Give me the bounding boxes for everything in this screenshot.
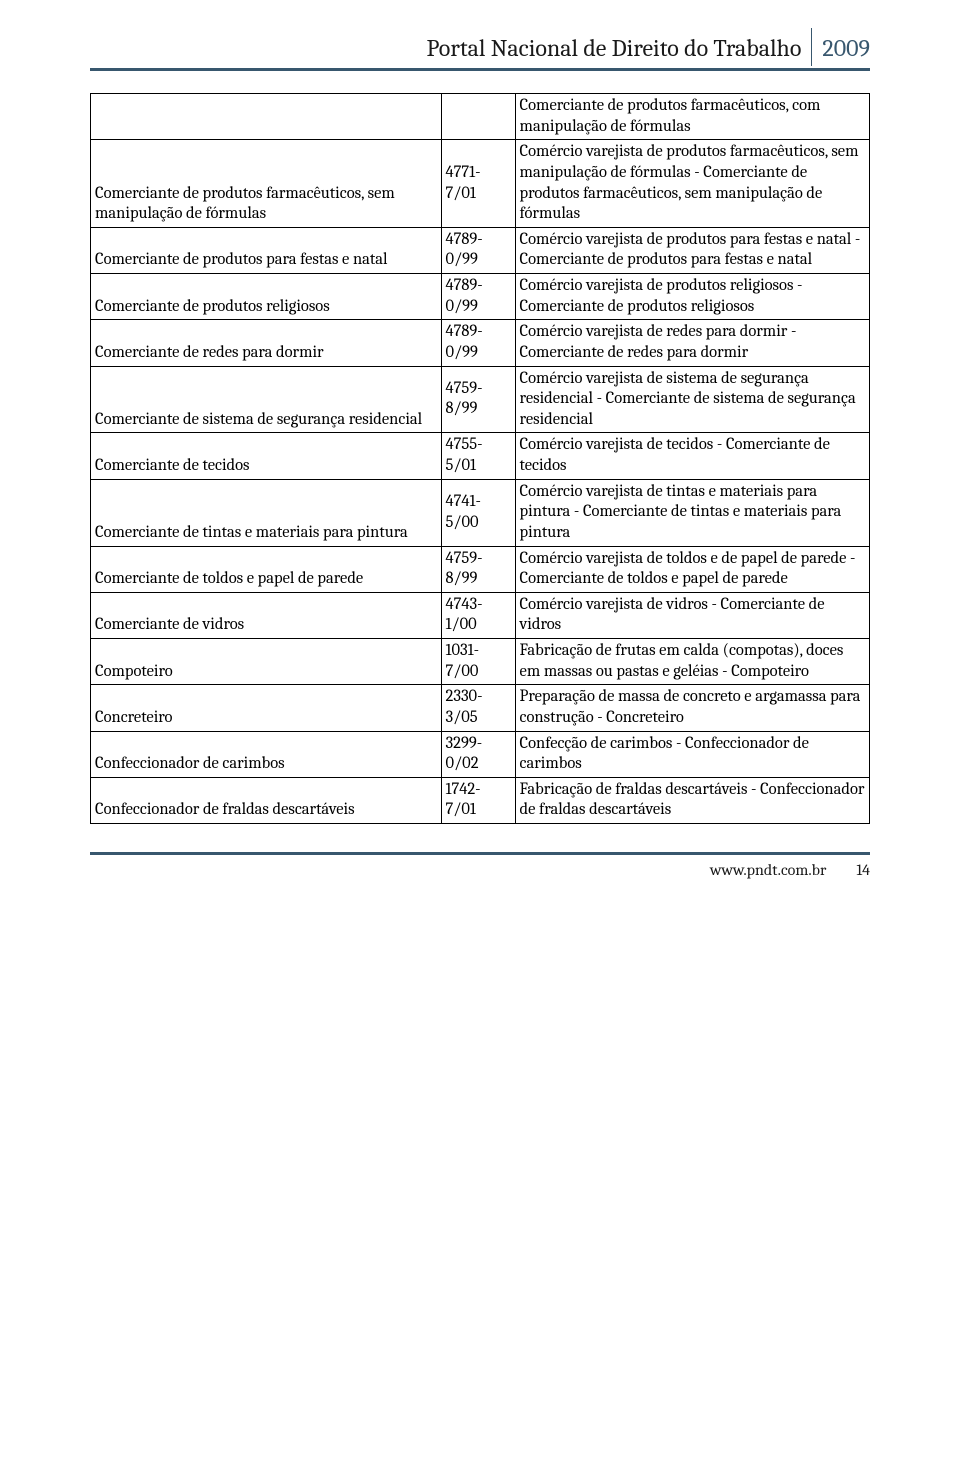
table-row: Comerciante de vidros4743-1/00Comércio v…	[91, 592, 870, 638]
table-row: Comerciante de sistema de segurança resi…	[91, 366, 870, 433]
header-title: Portal Nacional de Direito do Trabalho	[426, 28, 812, 66]
activity-name-cell: Comerciante de vidros	[91, 592, 442, 638]
activities-table: Comerciante de produtos farmacêuticos, c…	[90, 93, 870, 824]
table-row: Confeccionador de fraldas descartáveis17…	[91, 777, 870, 823]
activity-name-cell: Comerciante de tecidos	[91, 433, 442, 479]
description-cell: Fabricação de frutas em calda (compotas)…	[515, 639, 869, 685]
activity-name-cell: Confeccionador de carimbos	[91, 731, 442, 777]
activity-name-cell	[91, 94, 442, 140]
activity-name-cell: Comerciante de produtos religiosos	[91, 274, 442, 320]
description-cell: Comércio varejista de produtos farmacêut…	[515, 140, 869, 228]
table-row: Comerciante de redes para dormir4789-0/9…	[91, 320, 870, 366]
table-row: Comerciante de tintas e materiais para p…	[91, 479, 870, 546]
activity-name-cell: Comerciante de tintas e materiais para p…	[91, 479, 442, 546]
cnae-code-cell: 3299-0/02	[441, 731, 515, 777]
description-cell: Comércio varejista de sistema de seguran…	[515, 366, 869, 433]
description-cell: Comércio varejista de produtos para fest…	[515, 227, 869, 273]
table-row: Confeccionador de carimbos3299-0/02Confe…	[91, 731, 870, 777]
cnae-code-cell: 2330-3/05	[441, 685, 515, 731]
cnae-code-cell	[441, 94, 515, 140]
table-row: Comerciante de produtos farmacêuticos, c…	[91, 94, 870, 140]
activity-name-cell: Comerciante de redes para dormir	[91, 320, 442, 366]
table-row: Comerciante de produtos farmacêuticos, s…	[91, 140, 870, 228]
cnae-code-cell: 1742-7/01	[441, 777, 515, 823]
footer-url: www.pndt.com.br	[710, 861, 826, 879]
cnae-code-cell: 4741-5/00	[441, 479, 515, 546]
table-row: Compoteiro1031-7/00Fabricação de frutas …	[91, 639, 870, 685]
activity-name-cell: Concreteiro	[91, 685, 442, 731]
activity-name-cell: Comerciante de produtos farmacêuticos, s…	[91, 140, 442, 228]
cnae-code-cell: 1031-7/00	[441, 639, 515, 685]
page-header: Portal Nacional de Direito do Trabalho 2…	[90, 28, 870, 71]
description-cell: Comércio varejista de redes para dormir …	[515, 320, 869, 366]
cnae-code-cell: 4789-0/99	[441, 320, 515, 366]
cnae-code-cell: 4759-8/99	[441, 546, 515, 592]
table-row: Concreteiro2330-3/05Preparação de massa …	[91, 685, 870, 731]
description-cell: Comércio varejista de toldos e de papel …	[515, 546, 869, 592]
activity-name-cell: Confeccionador de fraldas descartáveis	[91, 777, 442, 823]
footer-page-number: 14	[856, 861, 870, 879]
description-cell: Comércio varejista de tecidos - Comercia…	[515, 433, 869, 479]
activity-name-cell: Comerciante de toldos e papel de parede	[91, 546, 442, 592]
cnae-code-cell: 4759-8/99	[441, 366, 515, 433]
activity-name-cell: Comerciante de sistema de segurança resi…	[91, 366, 442, 433]
description-cell: Preparação de massa de concreto e argama…	[515, 685, 869, 731]
table-row: Comerciante de produtos religiosos4789-0…	[91, 274, 870, 320]
description-cell: Confecção de carimbos - Confeccionador d…	[515, 731, 869, 777]
cnae-code-cell: 4743-1/00	[441, 592, 515, 638]
activity-name-cell: Comerciante de produtos para festas e na…	[91, 227, 442, 273]
table-row: Comerciante de toldos e papel de parede4…	[91, 546, 870, 592]
description-cell: Fabricação de fraldas descartáveis - Con…	[515, 777, 869, 823]
page-footer: www.pndt.com.br 14	[90, 852, 870, 879]
table-row: Comerciante de produtos para festas e na…	[91, 227, 870, 273]
table-row: Comerciante de tecidos4755-5/01Comércio …	[91, 433, 870, 479]
cnae-code-cell: 4789-0/99	[441, 227, 515, 273]
activity-name-cell: Compoteiro	[91, 639, 442, 685]
description-cell: Comércio varejista de vidros - Comercian…	[515, 592, 869, 638]
description-cell: Comércio varejista de produtos religioso…	[515, 274, 869, 320]
cnae-code-cell: 4755-5/01	[441, 433, 515, 479]
description-cell: Comércio varejista de tintas e materiais…	[515, 479, 869, 546]
header-year: 2009	[812, 28, 870, 66]
cnae-code-cell: 4771-7/01	[441, 140, 515, 228]
description-cell: Comerciante de produtos farmacêuticos, c…	[515, 94, 869, 140]
cnae-code-cell: 4789-0/99	[441, 274, 515, 320]
